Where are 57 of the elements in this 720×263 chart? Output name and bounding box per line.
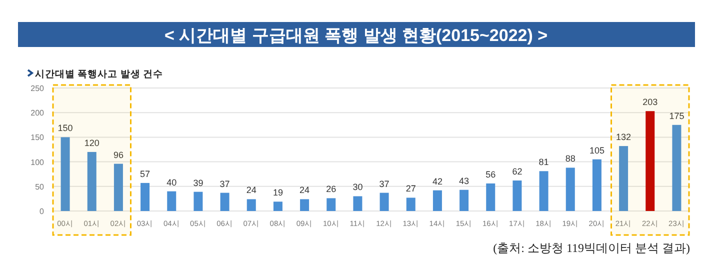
bar (619, 146, 628, 211)
data-label: 26 (326, 184, 336, 194)
bar (87, 152, 96, 211)
bar (300, 199, 310, 211)
data-label: 105 (589, 145, 604, 156)
data-label: 27 (406, 184, 416, 194)
data-label: 37 (220, 178, 230, 189)
y-tick-label: 200 (30, 108, 45, 118)
data-label: 62 (512, 166, 522, 176)
bar (460, 190, 469, 211)
bar (432, 190, 442, 211)
bar (246, 199, 256, 211)
data-label: 24 (300, 185, 310, 196)
bar (353, 196, 362, 211)
bar (273, 202, 282, 211)
data-label: 203 (642, 97, 658, 108)
bar (539, 171, 548, 211)
bar (326, 198, 336, 211)
chart-subtitle: 시간대별 폭행사고 발생 건수 (35, 69, 163, 80)
bar (194, 192, 203, 211)
bar (167, 191, 176, 211)
data-label: 37 (379, 178, 390, 189)
data-label: 40 (166, 177, 177, 188)
data-label: 30 (352, 182, 363, 192)
bar (566, 168, 575, 211)
data-label: 19 (272, 188, 283, 198)
data-label: 57 (140, 168, 150, 179)
bar (592, 159, 602, 211)
y-tick-label: 0 (40, 207, 45, 216)
bar (114, 164, 123, 211)
data-label: 88 (565, 154, 576, 164)
bar (672, 124, 682, 211)
y-tick-label: 250 (30, 84, 45, 93)
data-label: 96 (113, 150, 124, 160)
bar (486, 183, 496, 211)
data-label: 81 (538, 157, 549, 168)
data-label: 24 (246, 185, 256, 196)
bar (380, 192, 389, 211)
bar (646, 111, 655, 211)
data-label: 56 (486, 169, 496, 180)
chart-title: < 시간대별 구급대원 폭행 발생 현황(2015~2022) > (164, 26, 548, 45)
data-label: 175 (669, 110, 684, 121)
y-tick-label: 50 (35, 182, 45, 192)
data-label: 43 (459, 176, 470, 186)
bar (406, 198, 416, 211)
bar (220, 192, 230, 211)
y-tick-label: 150 (30, 133, 45, 142)
bar (140, 182, 150, 211)
text: (출처: 소방청 119빅데이터 분석 결과) (493, 241, 690, 255)
bar (60, 137, 70, 211)
data-label: 150 (58, 123, 73, 134)
data-label: 120 (84, 138, 100, 148)
data-label: 39 (193, 178, 204, 188)
bar (512, 180, 522, 211)
data-label: 42 (432, 176, 442, 186)
y-tick-label: 100 (30, 158, 45, 167)
data-label: 132 (616, 132, 632, 142)
